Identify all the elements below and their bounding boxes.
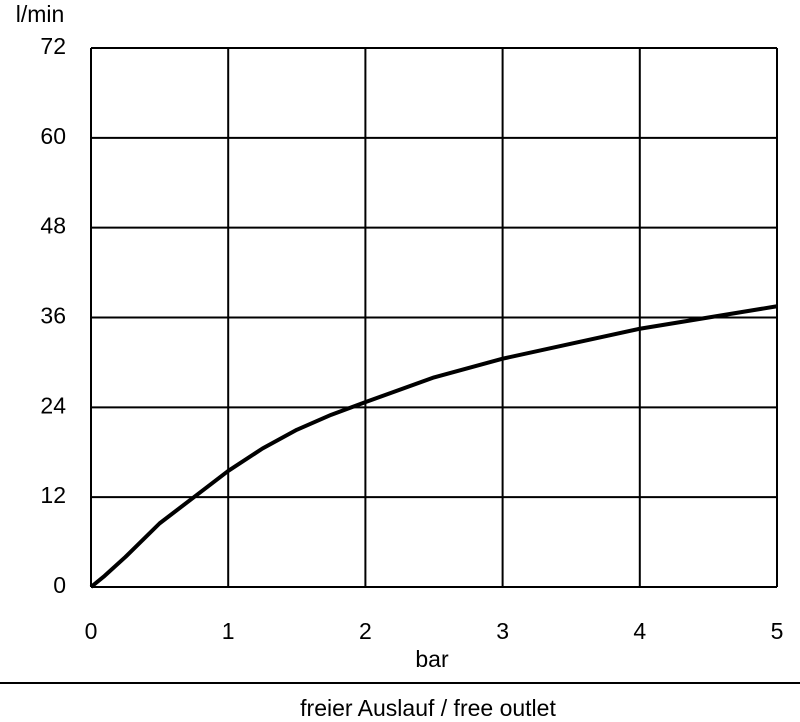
x-tick-label: 0 — [85, 618, 98, 644]
y-tick-label: 72 — [40, 33, 66, 59]
y-tick-label: 24 — [40, 392, 66, 418]
y-tick-label: 0 — [53, 572, 66, 598]
y-tick-label: 60 — [40, 123, 66, 149]
y-tick-label: 36 — [40, 303, 66, 329]
x-tick-label: 2 — [359, 618, 372, 644]
x-tick-label: 5 — [771, 618, 784, 644]
x-axis-label: bar — [415, 646, 449, 672]
y-tick-label: 12 — [40, 482, 66, 508]
y-tick-label: 48 — [40, 213, 66, 239]
caption: freier Auslauf / free outlet — [300, 695, 556, 721]
data-line — [89, 304, 778, 589]
x-tick-label: 3 — [496, 618, 509, 644]
x-tick-label: 4 — [633, 618, 646, 644]
y-axis-label: l/min — [16, 1, 65, 27]
x-tick-label: 1 — [222, 618, 235, 644]
